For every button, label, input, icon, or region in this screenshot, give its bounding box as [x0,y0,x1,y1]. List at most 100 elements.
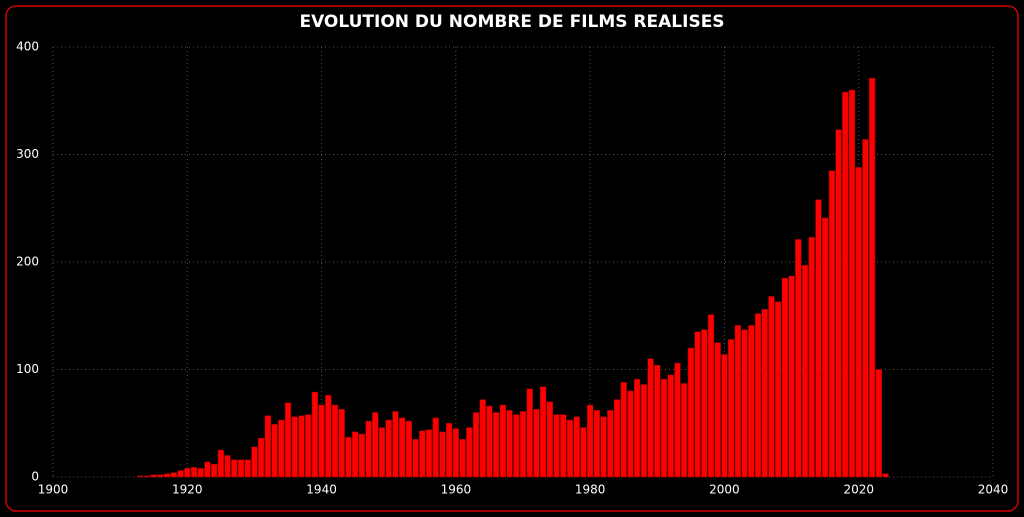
bar [869,77,876,478]
bar [412,439,419,478]
bar [264,415,271,478]
bar [466,427,473,478]
bar [372,412,379,478]
bar [352,431,359,478]
bar [721,354,728,478]
bar [707,314,715,478]
bar [540,386,547,478]
bar [533,409,540,478]
bar [399,417,406,478]
bar [472,412,480,478]
bar [211,463,218,478]
bar [560,414,567,478]
bar [378,427,386,478]
x-tick-label: 2020 [843,483,874,497]
bar [291,416,298,478]
x-tick-label: 1980 [575,483,606,497]
bar [271,424,278,478]
bar [741,329,748,478]
bar [331,404,339,478]
bar [345,436,352,478]
bar [157,474,164,478]
bar [325,395,332,478]
bar [251,446,258,478]
bar [553,414,560,478]
bar [775,301,782,478]
bar [681,383,688,478]
bar [593,410,600,478]
bar [587,404,594,478]
bar [177,470,184,478]
bar [808,237,815,478]
bar [224,455,231,478]
bar [607,410,614,478]
y-tick-label: 0 [31,470,39,484]
bar [237,459,245,478]
bar [768,296,775,478]
y-tick-label: 400 [16,40,39,54]
bar [164,473,171,478]
bar [687,347,694,478]
bar [875,369,882,478]
bar [728,339,735,478]
bar [627,390,634,478]
bar [338,409,345,478]
bar [244,459,251,478]
bar [486,405,493,478]
bar [815,199,822,478]
bar [499,404,506,478]
bar [634,378,641,478]
bar [714,342,721,478]
bar [862,139,869,478]
bar [640,384,647,478]
y-tick-label: 200 [16,255,39,269]
y-tick-label: 100 [16,362,39,376]
bar [781,277,788,478]
bar [459,439,466,478]
bar [761,309,768,478]
x-tick-label: 2040 [978,483,1009,497]
bar [526,388,533,478]
x-tick-label: 1960 [441,483,472,497]
bar [493,412,500,478]
bar [385,419,392,478]
bar [137,475,144,478]
bar [566,419,574,478]
bar [855,167,862,478]
bar [795,239,802,478]
bar [231,459,238,478]
bar [748,325,755,478]
x-tick-label: 1940 [306,483,337,497]
bar [305,414,312,478]
bar [405,420,412,478]
bar [828,170,835,478]
x-tick-label: 1900 [38,483,69,497]
bar [197,468,204,478]
bar [190,467,198,478]
chart-title: EVOLUTION DU NOMBRE DE FILMS REALISES [299,12,724,32]
bar [754,313,762,478]
bar [513,414,520,478]
bar [573,416,580,478]
bar [446,423,453,478]
bar [667,374,674,478]
bar [842,91,849,478]
y-tick-label: 300 [16,147,39,161]
bar [184,468,191,478]
bar [600,416,607,478]
bar [647,358,654,478]
bar [801,264,809,478]
bar [358,433,365,478]
bar [654,364,661,478]
bar [217,449,224,478]
bar [822,217,829,478]
bar [620,382,627,478]
bar [546,401,553,478]
bar [882,473,889,478]
bar [425,429,433,478]
bar [694,331,701,478]
bar [284,402,292,478]
bar [701,329,708,478]
bar [452,428,459,478]
